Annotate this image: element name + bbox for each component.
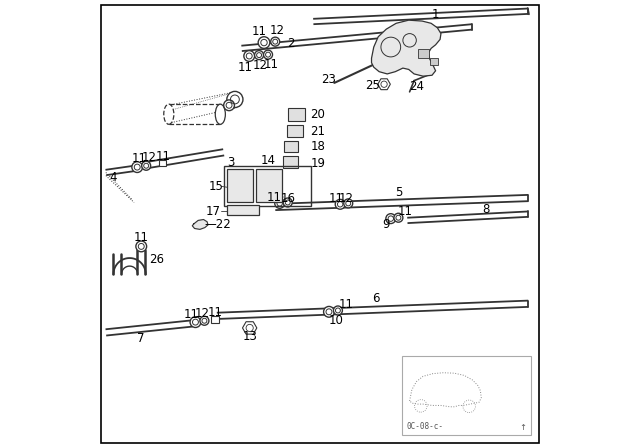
Polygon shape: [243, 322, 257, 334]
Text: —22: —22: [205, 218, 231, 231]
Circle shape: [200, 316, 209, 325]
Bar: [287, 125, 303, 137]
Bar: [227, 169, 253, 202]
Circle shape: [258, 37, 270, 48]
Text: 25: 25: [365, 79, 380, 92]
Bar: [288, 108, 305, 121]
Bar: [211, 316, 219, 323]
Text: 2: 2: [287, 37, 294, 51]
Bar: [284, 141, 298, 152]
Circle shape: [271, 37, 280, 46]
Text: 13: 13: [243, 329, 258, 343]
Circle shape: [223, 100, 234, 111]
Text: 18: 18: [310, 140, 325, 154]
Text: 12: 12: [270, 23, 285, 37]
Circle shape: [324, 306, 334, 317]
Text: 7: 7: [137, 332, 145, 345]
Circle shape: [386, 214, 396, 224]
Text: 12: 12: [339, 191, 353, 205]
Text: 23: 23: [321, 73, 337, 86]
Text: 11: 11: [184, 308, 198, 321]
Circle shape: [255, 51, 264, 60]
Text: 4: 4: [109, 171, 116, 184]
Text: 12: 12: [253, 59, 268, 73]
Text: 1: 1: [431, 8, 439, 21]
Bar: [257, 169, 282, 202]
Text: 9: 9: [383, 218, 390, 232]
Circle shape: [335, 199, 345, 209]
Text: 10: 10: [328, 314, 343, 327]
Text: 12: 12: [141, 151, 156, 164]
Circle shape: [333, 306, 342, 315]
Circle shape: [284, 198, 292, 207]
Bar: [223, 166, 311, 206]
Text: 11: 11: [208, 306, 223, 319]
Circle shape: [344, 199, 353, 208]
Circle shape: [132, 162, 143, 172]
Circle shape: [264, 50, 273, 59]
Text: 11: 11: [237, 60, 252, 74]
Bar: [430, 58, 438, 65]
Text: 11: 11: [252, 25, 267, 38]
Text: 12: 12: [195, 307, 210, 320]
Polygon shape: [378, 79, 390, 90]
Text: 3: 3: [228, 155, 235, 169]
Circle shape: [136, 241, 147, 252]
Bar: [159, 160, 166, 166]
Circle shape: [275, 198, 285, 208]
Text: 26: 26: [149, 253, 164, 267]
Text: 24: 24: [409, 79, 424, 93]
Text: 11: 11: [134, 231, 148, 244]
Text: 6: 6: [372, 292, 380, 305]
Bar: [401, 356, 531, 435]
Text: 14: 14: [261, 154, 276, 168]
Text: 5: 5: [395, 186, 402, 199]
Bar: [227, 205, 259, 215]
Text: 21: 21: [310, 125, 325, 138]
Ellipse shape: [215, 104, 225, 124]
Circle shape: [190, 317, 201, 327]
Text: 19: 19: [310, 156, 325, 170]
Text: 11: 11: [156, 150, 171, 164]
Text: 16: 16: [280, 192, 295, 205]
Circle shape: [141, 161, 150, 170]
Circle shape: [394, 213, 403, 222]
Bar: [284, 156, 298, 168]
Text: 17: 17: [206, 205, 221, 218]
Text: 11: 11: [339, 298, 353, 311]
Text: 8: 8: [482, 203, 490, 216]
Text: 11: 11: [263, 58, 278, 72]
Text: 11: 11: [397, 205, 413, 218]
Text: 20: 20: [310, 108, 325, 121]
Text: 11: 11: [266, 190, 282, 204]
Polygon shape: [371, 20, 441, 76]
Polygon shape: [192, 220, 208, 229]
Text: 11: 11: [328, 191, 343, 205]
Text: 0C-08-c-: 0C-08-c-: [406, 422, 444, 431]
Text: 15: 15: [209, 180, 223, 193]
Bar: [418, 49, 429, 58]
Circle shape: [244, 51, 255, 61]
Text: 11: 11: [131, 151, 147, 165]
Text: ↑: ↑: [519, 423, 526, 432]
Ellipse shape: [164, 104, 174, 124]
Circle shape: [227, 91, 243, 108]
